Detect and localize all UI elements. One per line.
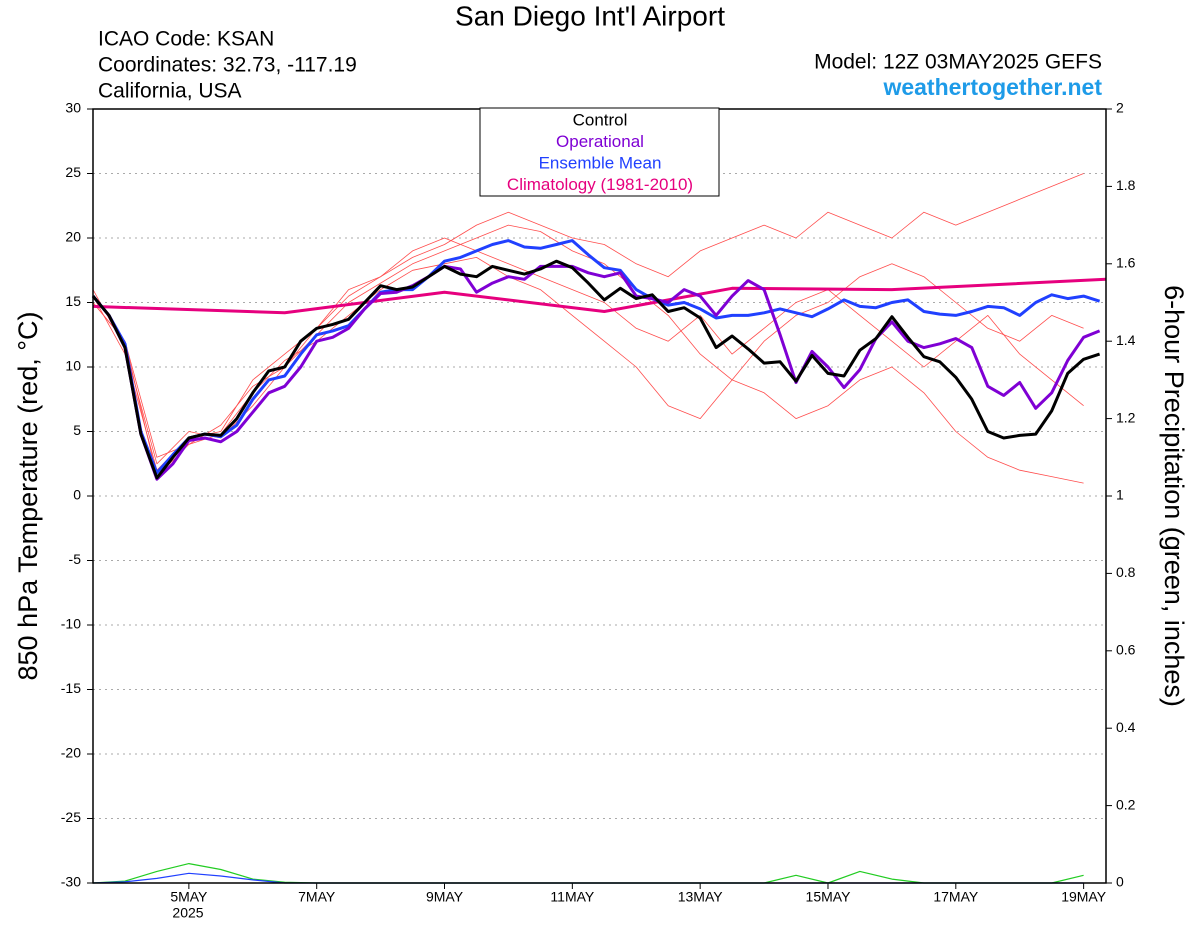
y2-tick-label: 0.8 bbox=[1116, 564, 1136, 580]
y-tick-label: -10 bbox=[61, 616, 81, 632]
y2-tick-label: 2 bbox=[1116, 100, 1124, 116]
y-tick-label: 20 bbox=[65, 229, 81, 245]
legend-entry: Operational bbox=[556, 132, 644, 151]
y2-tick-label: 1 bbox=[1116, 487, 1124, 503]
legend-entry: Ensemble Mean bbox=[539, 153, 662, 172]
member-line bbox=[92, 173, 1084, 471]
x-tick-label: 11MAY bbox=[550, 889, 594, 905]
x-tick-label: 13MAY bbox=[678, 889, 724, 905]
y-tick-label: 10 bbox=[65, 358, 81, 374]
series-line bbox=[91, 264, 1101, 481]
member-line bbox=[92, 257, 1084, 484]
x-tick-label: 9MAY bbox=[426, 889, 464, 905]
y2-tick-label: 0.2 bbox=[1116, 796, 1136, 812]
precip-line bbox=[92, 863, 1084, 884]
x-tick-label: 5MAY bbox=[170, 889, 208, 905]
y2-tick-label: 1.4 bbox=[1116, 332, 1136, 348]
y-tick-label: 0 bbox=[73, 487, 81, 503]
y-tick-label: 15 bbox=[65, 293, 81, 309]
y2-tick-label: 0.4 bbox=[1116, 719, 1136, 735]
y-tick-label: -20 bbox=[61, 745, 81, 761]
y-tick-label: 25 bbox=[65, 164, 81, 180]
member-line bbox=[92, 224, 1084, 458]
source-label: weathertogether.net bbox=[882, 74, 1102, 100]
station-code: ICAO Code: KSAN bbox=[98, 28, 274, 51]
member-line bbox=[92, 237, 1084, 465]
year-label: 2025 bbox=[172, 905, 203, 921]
series-line bbox=[91, 259, 1101, 480]
y-axis-label: 850 hPa Temperature (red, °C) bbox=[13, 312, 43, 681]
y2-tick-label: 1.2 bbox=[1116, 409, 1136, 425]
series-line bbox=[91, 239, 1101, 475]
model-label: Model: 12Z 03MAY2025 GEFS bbox=[814, 51, 1102, 74]
series-line bbox=[92, 277, 1107, 315]
y-tick-label: -25 bbox=[61, 809, 81, 825]
y-tick-label: -15 bbox=[61, 680, 81, 696]
y2-tick-label: 1.8 bbox=[1116, 177, 1136, 193]
plot-area: -30 -25 -20 -15 -10 -5 0 5 10 15 20 25 30 0 0.2 0.4 0.6 0… bbox=[61, 100, 1136, 905]
y-tick-label: -30 bbox=[61, 874, 81, 890]
y-tick-label: -5 bbox=[69, 551, 82, 567]
precip-line bbox=[92, 872, 1084, 884]
y-tick-label: 5 bbox=[73, 422, 81, 438]
legend-box bbox=[479, 107, 720, 197]
station-location: California, USA bbox=[98, 80, 242, 103]
x-tick-label: 7MAY bbox=[298, 889, 336, 905]
y2-tick-label: 0.6 bbox=[1116, 642, 1136, 658]
x-tick-label: 19MAY bbox=[1061, 889, 1107, 905]
y2-axis-label: 6-hour Precipitation (green, inches) bbox=[1159, 285, 1189, 707]
legend-entry: Climatology (1981-2010) bbox=[507, 175, 693, 194]
legend-entry: Control bbox=[573, 110, 628, 129]
station-coordinates: Coordinates: 32.73, -117.19 bbox=[98, 54, 357, 77]
y-tick-label: 30 bbox=[65, 100, 81, 116]
x-tick-label: 15MAY bbox=[806, 889, 852, 905]
y2-tick-label: 0 bbox=[1116, 874, 1124, 890]
y2-tick-label: 1.6 bbox=[1116, 255, 1136, 271]
chart-title: San Diego Int'l Airport bbox=[455, 0, 725, 31]
x-tick-label: 17MAY bbox=[933, 889, 979, 905]
